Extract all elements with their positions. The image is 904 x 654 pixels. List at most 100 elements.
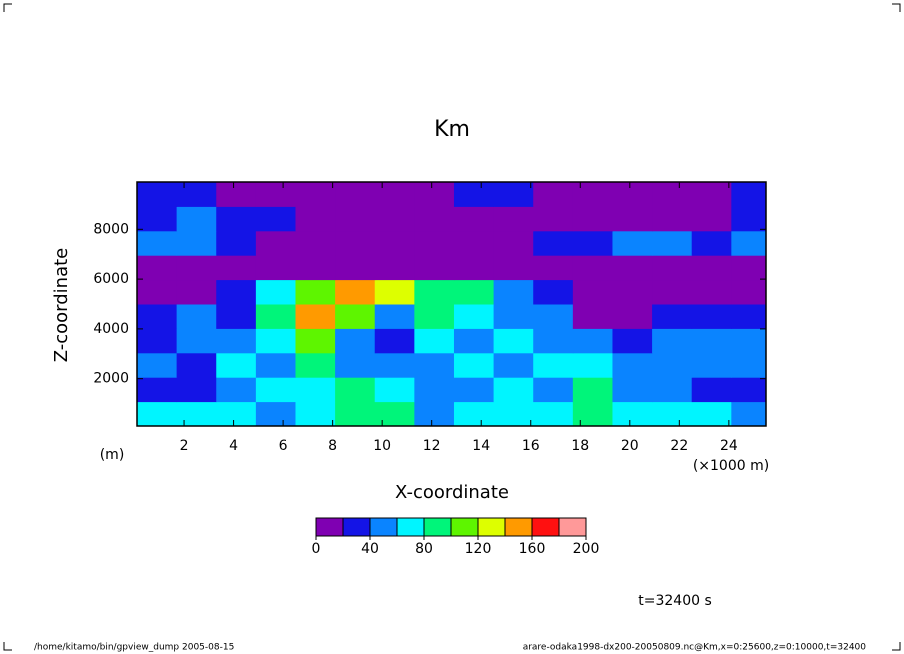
colorbar-label: 80 (415, 541, 433, 557)
cell (731, 182, 766, 207)
cell (255, 255, 296, 281)
cell (295, 182, 336, 207)
colorbar-swatch (396, 517, 425, 537)
cell (652, 401, 693, 426)
cell (137, 255, 178, 281)
plot-frame (136, 181, 767, 427)
cell (691, 230, 732, 256)
cell (176, 206, 217, 232)
cell (414, 279, 455, 305)
cell (255, 401, 296, 426)
cell (216, 206, 257, 232)
x-axis-label: X-coordinate (395, 482, 509, 503)
y-axis-label: Z-coordinate (51, 248, 72, 363)
x-tick-label: 18 (571, 438, 589, 454)
cell (453, 352, 495, 378)
cell (137, 206, 178, 232)
cell (453, 206, 495, 232)
x-tick-label: 2 (180, 438, 189, 454)
cell (295, 328, 336, 354)
cell (572, 328, 613, 354)
cell (572, 279, 613, 305)
cell (652, 328, 693, 354)
cell (374, 279, 415, 305)
cell (731, 255, 766, 281)
cell (572, 182, 613, 207)
cell (731, 279, 766, 305)
cell (374, 328, 415, 354)
field (137, 182, 766, 426)
cell (295, 255, 336, 281)
cell (335, 328, 376, 354)
cell (731, 352, 766, 378)
cell (335, 304, 376, 329)
cell (493, 401, 534, 426)
colorbar-swatch (531, 517, 560, 537)
cell (295, 206, 336, 232)
cell (374, 230, 415, 256)
cell (533, 328, 574, 354)
cell (493, 279, 534, 305)
cell (453, 304, 495, 329)
colorbar-swatch (504, 517, 533, 537)
colorbar-label: 0 (312, 541, 321, 557)
cell (137, 182, 178, 207)
cell (612, 279, 653, 305)
cell (691, 401, 732, 426)
colorbar-label: 200 (573, 541, 600, 557)
corner-marks (3, 3, 901, 651)
x-tick-label: 22 (670, 438, 688, 454)
time-annotation: t=32400 s (638, 593, 712, 609)
cell (414, 352, 455, 378)
cell (731, 401, 766, 426)
cell (691, 255, 732, 281)
colorbar-swatch (315, 517, 344, 537)
cell (137, 352, 178, 378)
cell (731, 304, 766, 329)
cell (652, 206, 693, 232)
cell (533, 206, 574, 232)
cell (533, 352, 574, 378)
cell (691, 206, 732, 232)
cell (176, 377, 217, 403)
x-unit: (×1000 m) (693, 458, 769, 474)
colorbar-swatch (369, 517, 398, 537)
cell (493, 377, 534, 403)
cell (216, 230, 257, 256)
cell (572, 206, 613, 232)
cell (216, 255, 257, 281)
cell (335, 279, 376, 305)
cell (295, 352, 336, 378)
cell (453, 328, 495, 354)
cell (652, 377, 693, 403)
cell (216, 352, 257, 378)
cell (533, 279, 574, 305)
cell (414, 230, 455, 256)
cell (216, 377, 257, 403)
cell (137, 401, 178, 426)
cell (493, 182, 534, 207)
cell (374, 401, 415, 426)
cell (691, 279, 732, 305)
cell (652, 230, 693, 256)
colorbar-label: 160 (519, 541, 546, 557)
cell (335, 206, 376, 232)
cell (374, 206, 415, 232)
cell (612, 206, 653, 232)
cell (374, 352, 415, 378)
cell (216, 182, 257, 207)
cell (453, 182, 495, 207)
footer-left: /home/kitamo/bin/gpview_dump 2005-08-15 (34, 643, 234, 653)
cell (255, 328, 296, 354)
cell (691, 377, 732, 403)
cell (572, 230, 613, 256)
cell (533, 255, 574, 281)
cell (414, 377, 455, 403)
colorbar-swatch (342, 517, 371, 537)
cell (137, 377, 178, 403)
cell (176, 401, 217, 426)
cell (216, 401, 257, 426)
x-tick-label: 4 (229, 438, 238, 454)
cell (652, 182, 693, 207)
cell (572, 401, 613, 426)
